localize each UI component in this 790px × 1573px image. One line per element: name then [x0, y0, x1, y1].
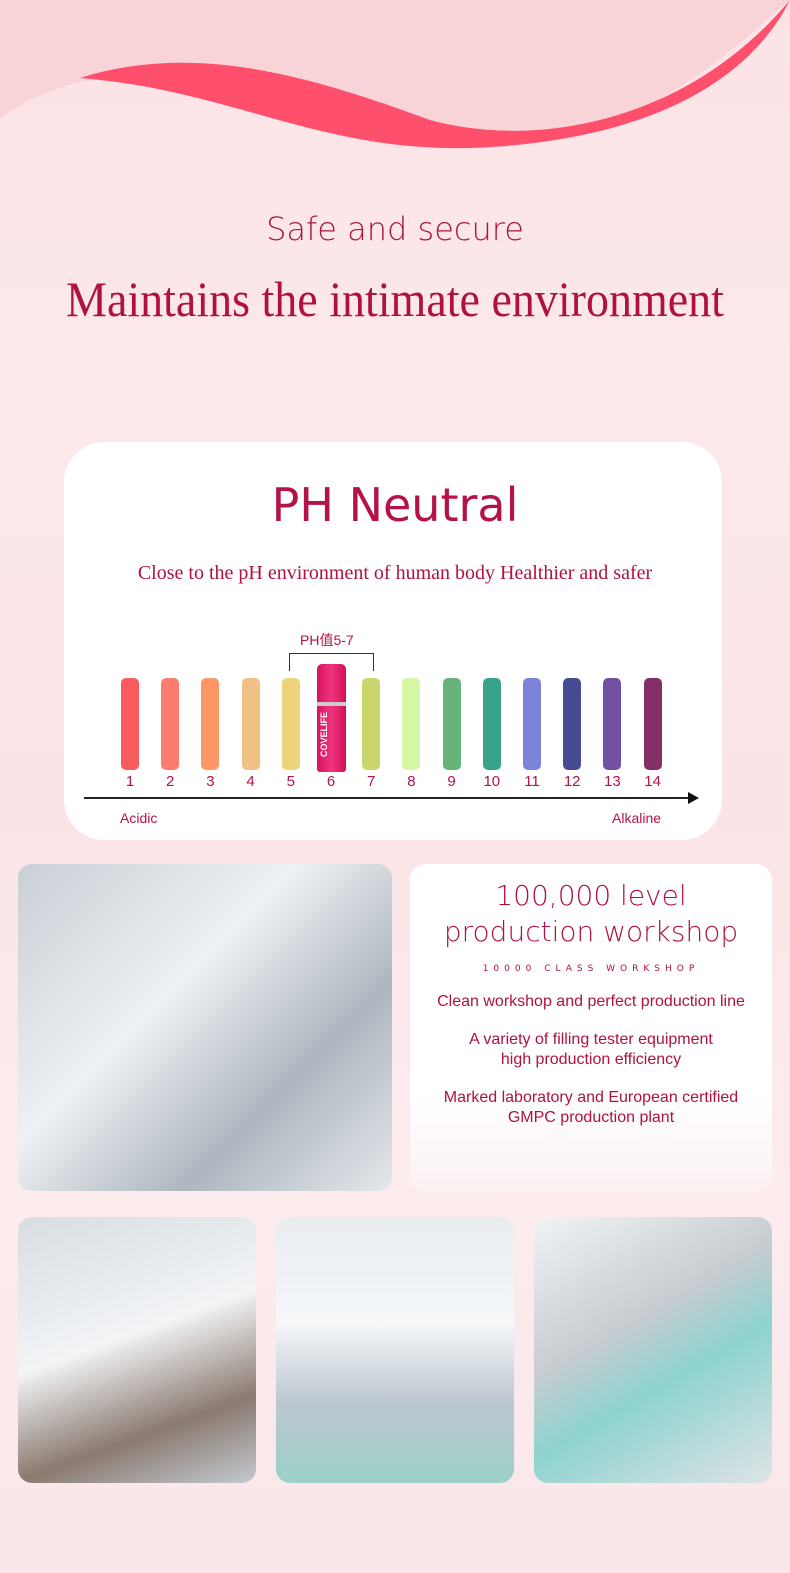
ph-bar-12 — [563, 678, 582, 770]
point-line: Clean workshop and perfect production li… — [437, 993, 745, 1010]
ph-number: 5 — [286, 773, 295, 790]
ph-number: 12 — [563, 773, 581, 790]
section-subtitle: Safe and secure — [266, 210, 524, 248]
ph-bar-9 — [442, 678, 461, 770]
ph-title: PH Neutral — [271, 478, 519, 532]
workshop-photo-mixer — [534, 1217, 772, 1483]
ph-range-label: PH值5-7 — [300, 632, 354, 648]
point-line: high production efficiency — [500, 1051, 682, 1068]
point-line: A variety of filling tester equipment — [469, 1031, 713, 1048]
workshop-photo-cleanroom — [276, 1217, 514, 1483]
workshop-title: 100,000 level production workshop — [410, 878, 772, 950]
ph-range-bracket — [289, 653, 374, 671]
ph-description: Close to the pH environment of human bod… — [137, 562, 653, 584]
point-line: GMPC production plant — [507, 1109, 675, 1126]
ph-number: 1 — [125, 773, 135, 790]
workshop-title-line: production workshop — [443, 915, 739, 948]
product-brand: COVELIFE — [319, 712, 329, 758]
ph-number: 8 — [407, 773, 416, 790]
workshop-point: Clean workshop and perfect production li… — [410, 992, 772, 1012]
ph-bar-8 — [402, 678, 421, 770]
ph-bar-1 — [121, 678, 139, 770]
ph-bar-3 — [201, 678, 220, 770]
section-title: Maintains the intimate environment — [66, 271, 724, 327]
ph-bar-2 — [161, 678, 180, 770]
ph-number: 13 — [604, 773, 621, 790]
workshop-point: Marked laboratory and European certified… — [410, 1088, 772, 1128]
ph-bar-4 — [241, 678, 260, 770]
ph-number: 10 — [483, 773, 501, 790]
ph-bar-7 — [362, 678, 381, 770]
workshop-photo-filling — [18, 1217, 256, 1483]
ph-number: 2 — [166, 773, 175, 790]
ph-bar-13 — [603, 678, 622, 770]
ph-bar-5 — [281, 678, 300, 770]
product-bottle: COVELIFE — [317, 664, 346, 772]
alkaline-label: Alkaline — [612, 810, 662, 826]
ph-number: 9 — [447, 773, 456, 790]
workshop-photo-lab — [18, 864, 392, 1191]
ph-number: 11 — [524, 773, 540, 790]
point-line: Marked laboratory and European certified — [443, 1089, 739, 1106]
workshop-card: 100,000 level production workshop 10000 C… — [410, 864, 772, 1191]
ph-bar-10 — [482, 678, 501, 770]
decorative-wave — [0, 0, 790, 149]
workshop-tagline: 10000 CLASS WORKSHOP — [482, 964, 700, 974]
workshop-point: A variety of filling tester equipment hig… — [410, 1030, 772, 1070]
ph-axis — [84, 797, 690, 799]
ph-number: 3 — [206, 773, 215, 790]
ph-card — [64, 442, 722, 840]
ph-number: 14 — [644, 773, 661, 790]
acidic-label: Acidic — [120, 810, 158, 826]
axis-arrow-icon — [688, 792, 699, 804]
workshop-title-line: 100,000 level — [495, 879, 687, 912]
ph-number: 6 — [326, 773, 336, 790]
ph-number: 7 — [367, 773, 376, 790]
ph-number: 4 — [246, 773, 255, 790]
ph-bar-14 — [643, 678, 662, 770]
ph-bar-11 — [523, 678, 541, 770]
